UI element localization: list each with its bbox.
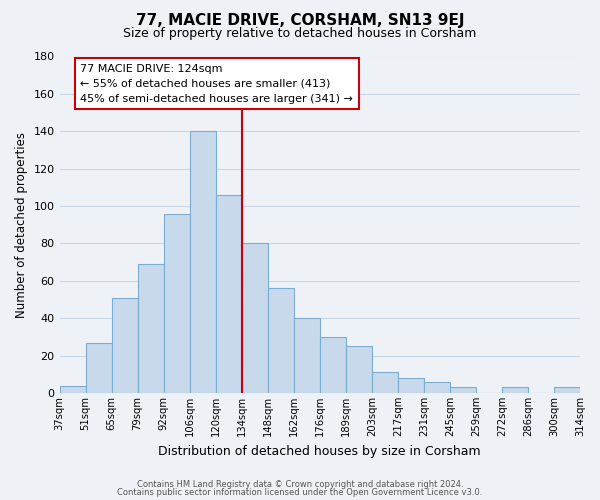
Y-axis label: Number of detached properties: Number of detached properties [15,132,28,318]
Bar [554,388,580,393]
Bar [268,288,294,393]
Bar [86,342,112,393]
Text: 77, MACIE DRIVE, CORSHAM, SN13 9EJ: 77, MACIE DRIVE, CORSHAM, SN13 9EJ [136,12,464,28]
Bar [215,195,242,393]
Bar [346,346,372,393]
Bar [320,337,346,393]
Bar [242,244,268,393]
Bar [398,378,424,393]
Bar [190,132,215,393]
Bar [502,388,528,393]
Bar [372,372,398,393]
Bar [424,382,450,393]
Text: Contains HM Land Registry data © Crown copyright and database right 2024.: Contains HM Land Registry data © Crown c… [137,480,463,489]
Bar [137,264,164,393]
Text: Contains public sector information licensed under the Open Government Licence v3: Contains public sector information licen… [118,488,482,497]
Text: 77 MACIE DRIVE: 124sqm
← 55% of detached houses are smaller (413)
45% of semi-de: 77 MACIE DRIVE: 124sqm ← 55% of detached… [80,64,353,104]
Bar [450,388,476,393]
Text: Size of property relative to detached houses in Corsham: Size of property relative to detached ho… [124,28,476,40]
Bar [294,318,320,393]
Bar [164,214,190,393]
X-axis label: Distribution of detached houses by size in Corsham: Distribution of detached houses by size … [158,444,481,458]
Bar [112,298,137,393]
Bar [59,386,86,393]
